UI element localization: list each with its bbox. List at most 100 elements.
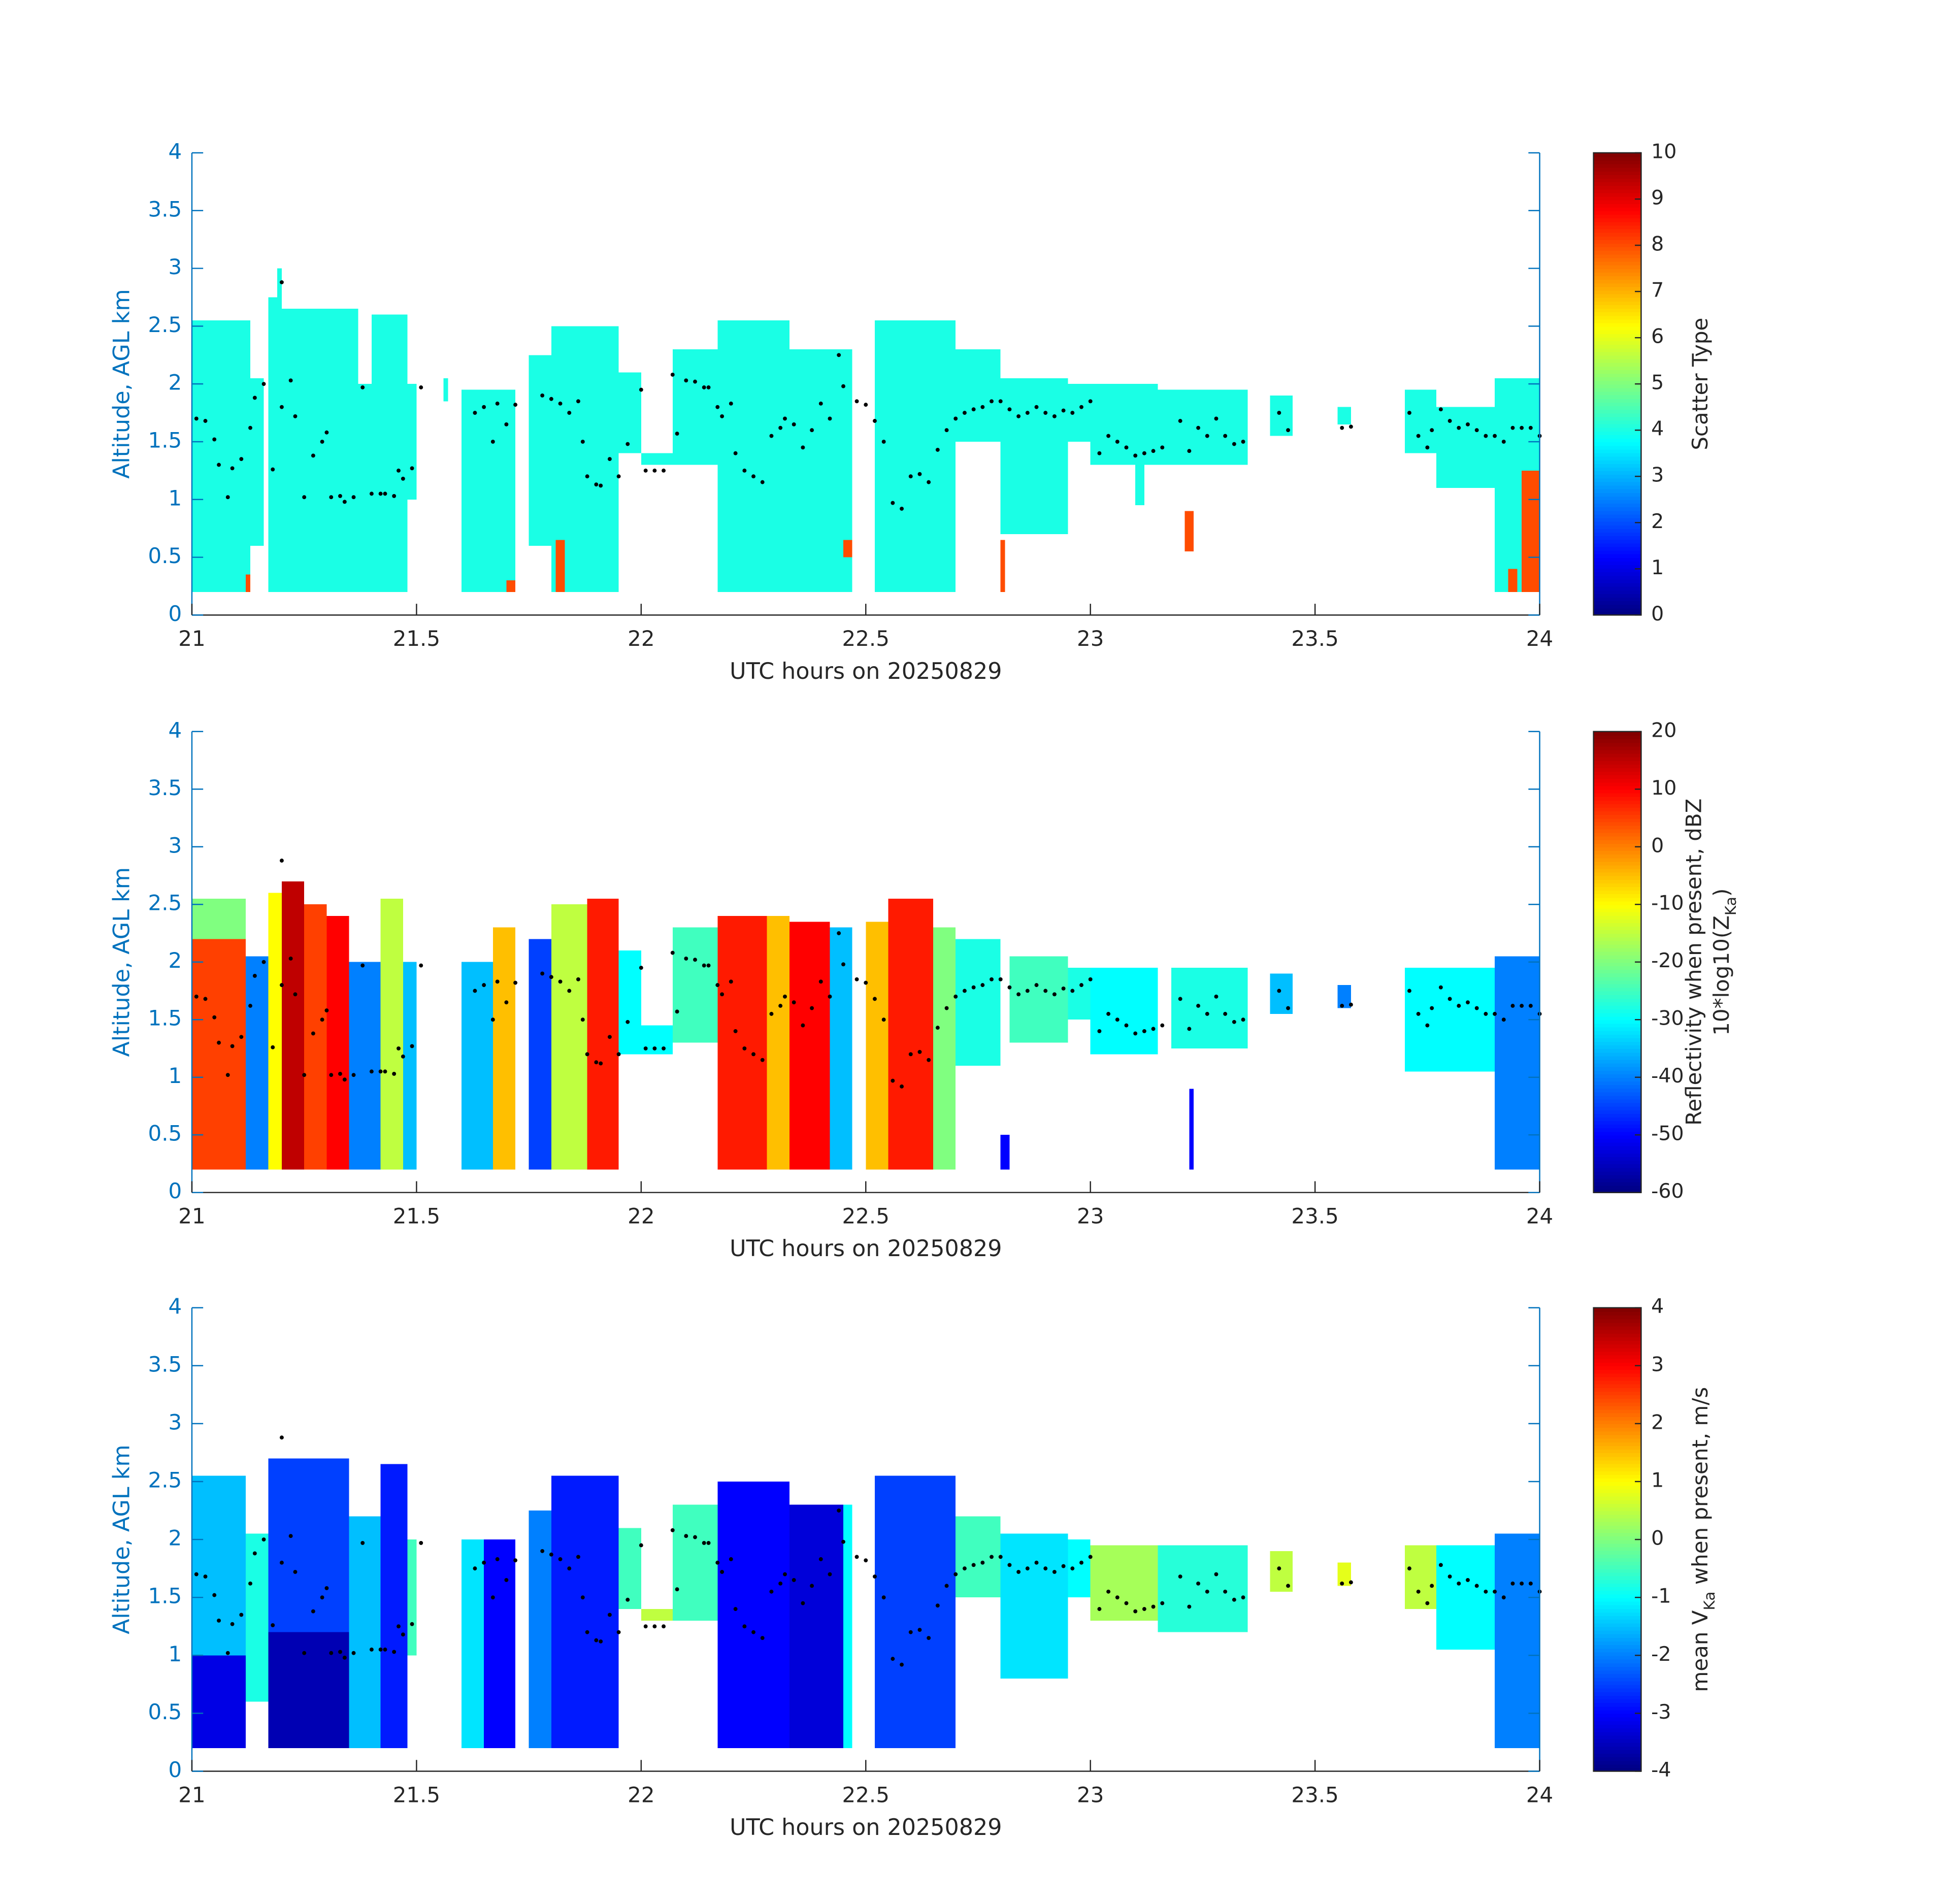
colorbar-swatch [1593,926,1641,931]
cloud-base-dot [873,419,877,423]
heatmap-cell [506,580,516,592]
colorbar-swatch [1593,1615,1641,1620]
colorbar-swatch [1593,546,1641,551]
colorbar-swatch [1593,1608,1641,1613]
cloud-base-dot [1232,442,1236,446]
colorbar-swatch [1593,608,1641,612]
cloud-base-dot [1474,1584,1479,1588]
cloud-base-dot [1124,1601,1129,1605]
cloud-base-dot [1133,1609,1138,1614]
colorbar-swatch [1593,1445,1641,1450]
cloud-base-dot [944,428,949,433]
cloud-base-dot [558,1557,563,1561]
cloud-base-dot [1034,983,1039,988]
cloud-base-dot [626,1597,630,1602]
colorbar-swatch [1593,803,1641,808]
colorbar-swatch [1593,470,1641,475]
colorbar-swatch [1593,178,1641,183]
cloud-base-dot [675,1009,679,1014]
cloud-base-dot [783,416,787,421]
x-tick-label: 22.5 [842,1204,890,1229]
heatmap-cell [191,320,250,592]
cloud-base-dot [733,1607,738,1611]
colorbar-swatch [1593,1532,1641,1537]
colorbar-swatch [1593,463,1641,468]
cloud-base-dot [1016,1570,1021,1574]
colorbar-swatch [1593,1333,1641,1337]
colorbar-tick-label: 2 [1651,510,1664,533]
cloud-base-dot [580,1017,585,1022]
colorbar-swatch [1593,297,1641,302]
colorbar-swatch [1593,933,1641,938]
colorbar-swatch [1593,1034,1641,1038]
heatmap-cell [1405,1545,1437,1609]
cloud-base-dot [1196,425,1201,430]
cloud-base-dot [1474,428,1479,433]
colorbar-swatch [1593,1044,1641,1049]
heatmap-cell [717,320,789,592]
cloud-base-dot [1097,1029,1102,1033]
colorbar-swatch [1593,579,1641,583]
colorbar-swatch [1593,911,1641,916]
cloud-base-dot [1241,1595,1245,1600]
cloud-base-dot [828,1572,832,1577]
cloud-base-dot [810,1006,814,1010]
y-tick-label: 3 [169,1409,182,1434]
cloud-base-dot [702,385,706,389]
cloud-base-dot [729,979,733,984]
colorbar-swatch [1593,1128,1641,1132]
cloud-base-dot [392,1650,397,1654]
heatmap-cell [380,898,403,1170]
cloud-base-dot [1484,1011,1488,1016]
cloud-base-dot [998,1555,1003,1559]
heatmap-cell [277,268,282,298]
colorbar-swatch [1593,160,1641,165]
cloud-base-dot [383,1069,387,1074]
colorbar-swatch [1593,1557,1641,1562]
colorbar-tick-label: -50 [1651,1122,1684,1145]
cloud-base-dot [1223,434,1228,438]
colorbar-swatch [1593,1604,1641,1609]
colorbar-swatch [1593,1416,1641,1421]
cloud-base-dot [900,1662,904,1667]
colorbar-swatch [1593,261,1641,266]
colorbar-swatch [1593,488,1641,493]
cloud-base-dot [1438,407,1443,412]
cloud-base-dot [1457,1004,1461,1008]
colorbar-swatch [1593,782,1641,786]
cloud-base-dot [971,1563,976,1567]
colorbar-swatch [1593,1063,1641,1067]
y-tick-label: 2.5 [148,1467,182,1492]
cloud-base-dot [580,1595,585,1600]
heatmap-cell [641,1608,673,1621]
colorbar-label-part: 10*log10(Z [1708,915,1733,1036]
colorbar-label-part: when present, m/s [1687,1387,1712,1592]
cloud-base-dot [891,1657,895,1661]
cloud-base-dot [279,983,284,988]
cloud-base-dot [203,1574,208,1579]
colorbar-swatch [1593,893,1641,898]
cloud-base-dot [1457,1581,1461,1586]
cloud-base-dot [419,963,423,968]
colorbar-swatch [1593,1652,1641,1656]
heatmap-cell [246,1533,269,1702]
cloud-base-dot [360,385,365,389]
cloud-base-dot [1484,434,1488,438]
x-tick-label: 23.5 [1291,626,1338,651]
colorbar-swatch [1593,459,1641,464]
colorbar-swatch [1593,348,1641,352]
cloud-base-dot [320,1017,324,1022]
cloud-base-dot [194,1572,199,1577]
colorbar-swatch [1593,1348,1641,1352]
heatmap-cell [191,1475,246,1656]
cloud-base-dot [1034,405,1039,409]
cloud-base-dot [383,1647,387,1652]
colorbar-swatch [1593,901,1641,905]
heatmap-cell [1171,968,1248,1048]
colorbar-swatch [1593,611,1641,616]
cloud-base-dot [490,1017,495,1022]
colorbar-swatch [1593,778,1641,783]
heatmap-cell [1189,1089,1194,1170]
colorbar-swatch [1593,467,1641,472]
heatmap-cell [371,314,408,592]
